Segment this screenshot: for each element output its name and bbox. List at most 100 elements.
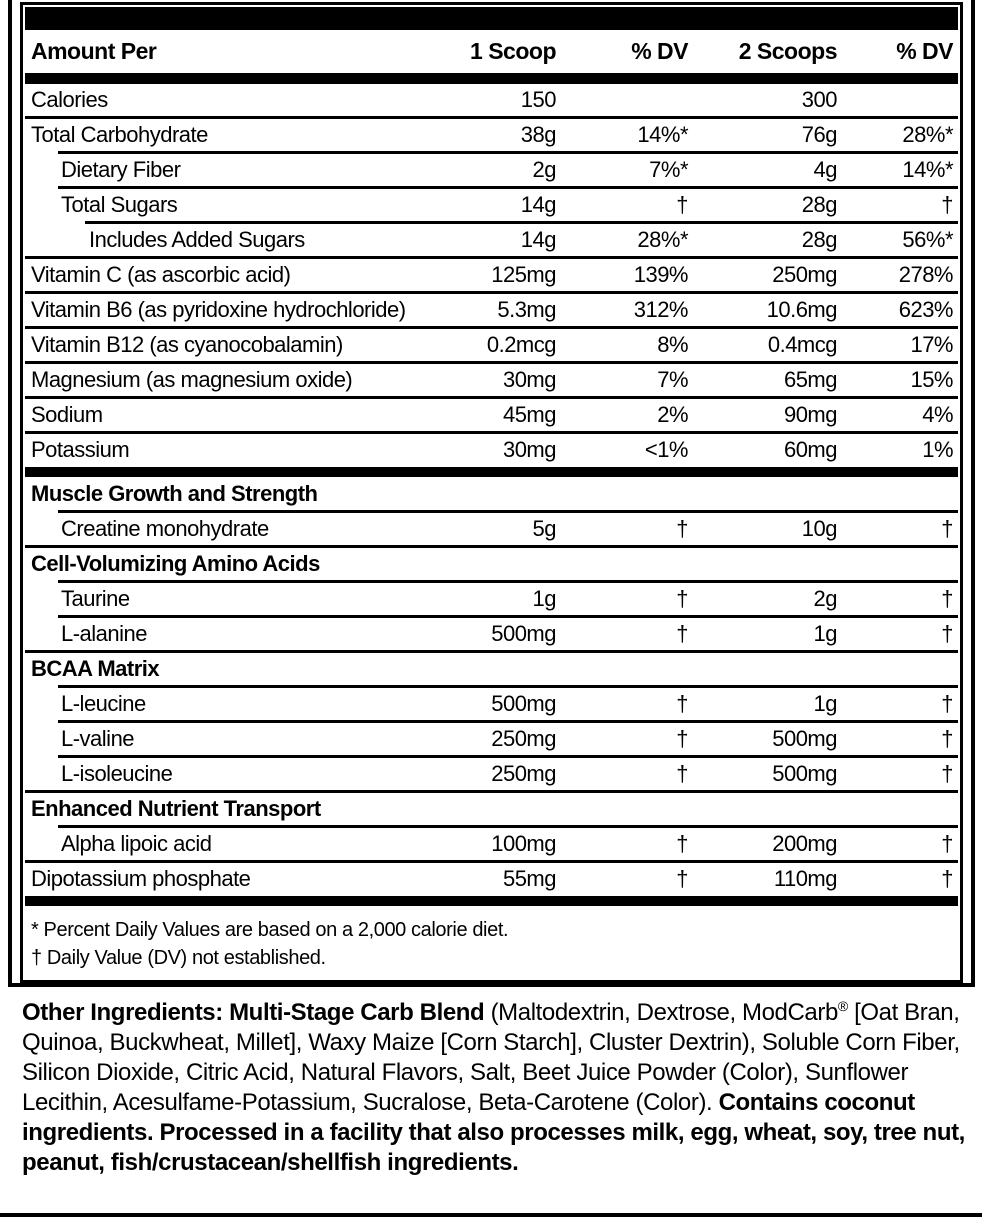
row-separator	[25, 256, 958, 259]
table-row: Vitamin B12 (as cyanocobalamin) 0.2mcg 8% 0…	[25, 329, 958, 361]
nutrient-name: Magnesium (as magnesium oxide)	[31, 367, 353, 392]
amount-1-scoop: 45mg	[502, 402, 557, 427]
table-row: Total Sugars 14g † 28g †	[25, 189, 958, 221]
facts-rows: Calories 150 300 Total Carbohydrate 38g 14%* 7…	[25, 84, 958, 895]
dv-1-scoop: 2%	[657, 402, 688, 427]
row-separator	[58, 685, 958, 688]
dv-1-scoop: †	[676, 621, 688, 646]
ingredients-text-segment: [Oat Bran, Quinoa, Buckwheat, Millet], W…	[22, 999, 960, 1116]
nutrient-name: Calories	[31, 87, 108, 112]
amount-2-scoops: 1g	[813, 691, 838, 716]
amount-1-scoop: 14g	[520, 227, 557, 252]
amount-1-scoop: 0.2mcg	[486, 332, 557, 357]
nutrient-name: L-isoleucine	[61, 761, 173, 786]
dv-2-scoops: 4%	[922, 402, 953, 427]
dv-2-scoops: †	[941, 192, 953, 217]
nutrient-name: Total Carbohydrate	[31, 122, 208, 147]
row-separator	[25, 361, 958, 364]
amount-1-scoop: 14g	[520, 192, 557, 217]
table-row: Total Carbohydrate 38g 14%* 76g 28%*	[25, 119, 958, 151]
dv-2-scoops: 17%	[910, 332, 953, 357]
header-dv-2: % DV	[896, 38, 953, 64]
table-row: L-valine 250mg † 500mg †	[25, 723, 958, 755]
amount-2-scoops: 10g	[801, 516, 838, 541]
dv-2-scoops: †	[941, 761, 953, 786]
nutrient-name: Includes Added Sugars	[89, 227, 305, 252]
dv-2-scoops: †	[941, 831, 953, 856]
amount-2-scoops: 28g	[801, 192, 838, 217]
table-row: Taurine 1g † 2g †	[25, 583, 958, 615]
dv-1-scoop: 28%*	[637, 227, 688, 252]
dv-2-scoops: 278%	[898, 262, 954, 287]
amount-1-scoop: 250mg	[491, 761, 556, 786]
dv-1-scoop: <1%	[644, 437, 689, 462]
table-row: Dipotassium phosphate 55mg † 110mg †	[25, 863, 958, 895]
amount-1-scoop: 5g	[532, 516, 557, 541]
section-divider-bar	[25, 467, 958, 477]
row-separator	[25, 431, 958, 434]
row-separator	[58, 151, 958, 154]
table-row: Magnesium (as magnesium oxide) 30mg 7% 65mg…	[25, 364, 958, 396]
dv-1-scoop: †	[676, 726, 688, 751]
nutrient-name: Vitamin B12 (as cyanocobalamin)	[31, 332, 343, 357]
nutrient-name: Alpha lipoic acid	[61, 831, 212, 856]
amount-2-scoops: 300	[801, 87, 838, 112]
table-row: L-leucine 500mg † 1g †	[25, 688, 958, 720]
row-separator	[58, 510, 958, 513]
dv-2-scoops: 28%*	[902, 122, 953, 147]
amount-1-scoop: 150	[520, 87, 557, 112]
dv-1-scoop: †	[676, 761, 688, 786]
table-row: Calories 150 300	[25, 84, 958, 116]
table-row: Creatine monohydrate 5g † 10g †	[25, 513, 958, 545]
top-black-bar	[25, 7, 958, 30]
section-header-row: Enhanced Nutrient Transport	[31, 796, 321, 821]
nutrient-name: Vitamin C (as ascorbic acid)	[31, 262, 291, 287]
facts-table-box: Amount Per 1 Scoop % DV 2 Scoops % DV Ca…	[20, 2, 963, 983]
registered-trademark-symbol: ®	[837, 998, 848, 1014]
amount-2-scoops: 4g	[813, 157, 838, 182]
table-row: Sodium 45mg 2% 90mg 4%	[25, 399, 958, 431]
row-separator	[58, 580, 958, 583]
dv-2-scoops: †	[941, 586, 953, 611]
table-row: Alpha lipoic acid 100mg † 200mg †	[25, 828, 958, 860]
dv-1-scoop: †	[676, 831, 688, 856]
amount-1-scoop: 30mg	[502, 367, 557, 392]
section-header-row: Muscle Growth and Strength	[31, 481, 318, 506]
amount-2-scoops: 2g	[813, 586, 838, 611]
footnote-daily-values: * Percent Daily Values are based on a 2,…	[31, 919, 509, 941]
bottom-rule	[0, 1213, 982, 1217]
amount-2-scoops: 10.6mg	[766, 297, 838, 322]
row-separator	[58, 720, 958, 723]
row-separator	[25, 650, 958, 653]
section-header-row: Cell-Volumizing Amino Acids	[31, 551, 320, 576]
dv-1-scoop: 312%	[633, 297, 689, 322]
row-separator	[25, 396, 958, 399]
amount-2-scoops: 28g	[801, 227, 838, 252]
dv-1-scoop: 7%	[657, 367, 688, 392]
dv-1-scoop: 14%*	[637, 122, 688, 147]
dv-1-scoop: †	[676, 866, 688, 891]
footnote-divider-bar	[25, 896, 958, 906]
amount-1-scoop: 55mg	[502, 866, 557, 891]
amount-1-scoop: 2g	[532, 157, 557, 182]
nutrient-name: L-valine	[61, 726, 135, 751]
table-row: Dietary Fiber 2g 7%* 4g 14%*	[25, 154, 958, 186]
dv-1-scoop: †	[676, 516, 688, 541]
row-separator	[25, 790, 958, 793]
amount-1-scoop: 5.3mg	[497, 297, 556, 322]
dv-2-scoops: 623%	[898, 297, 954, 322]
dv-2-scoops: 15%	[910, 367, 953, 392]
amount-2-scoops: 90mg	[783, 402, 838, 427]
table-row: Vitamin C (as ascorbic acid) 125mg 139% 250…	[25, 259, 958, 291]
table-row: Vitamin B6 (as pyridoxine hydrochloride)…	[25, 294, 958, 326]
dv-1-scoop: 139%	[633, 262, 689, 287]
nutrient-name: L-leucine	[61, 691, 146, 716]
dv-2-scoops: †	[941, 866, 953, 891]
row-separator	[58, 755, 958, 758]
table-header-row: Amount Per 1 Scoop % DV 2 Scoops % DV	[25, 30, 958, 73]
dv-1-scoop: †	[676, 691, 688, 716]
nutrient-name: Taurine	[61, 586, 130, 611]
amount-1-scoop: 500mg	[491, 621, 556, 646]
table-row: L-alanine 500mg † 1g †	[25, 618, 958, 650]
other-ingredients-paragraph: Other Ingredients: Multi-Stage Carb Blen…	[22, 998, 970, 1178]
